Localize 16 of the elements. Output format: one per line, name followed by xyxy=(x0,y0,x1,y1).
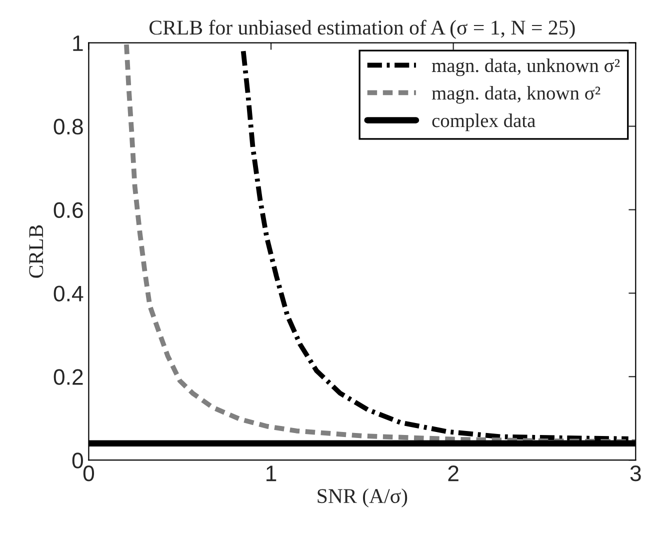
y-tick-label: 0.4 xyxy=(54,286,84,302)
chart-title: CRLB for unbiased estimation of A (σ = 1, N = 25) xyxy=(150,20,575,39)
x-tick-label: 1 xyxy=(266,466,276,482)
x-tick-label: 2 xyxy=(448,466,458,482)
legend-label: complex data xyxy=(432,114,536,132)
x-tick-label: 0 xyxy=(83,466,94,482)
legend-label: magn. data, unknown σ² xyxy=(432,58,620,76)
y-tick-label: 0 xyxy=(72,452,83,468)
x-axis-title: SNR (A/σ) xyxy=(318,488,408,508)
legend-label: magn. data, known σ² xyxy=(432,86,600,104)
y-tick-label: 0.8 xyxy=(54,118,83,135)
y-tick-label: 1 xyxy=(73,36,83,51)
y-tick-label: 0.2 xyxy=(54,369,83,385)
x-tick-label: 3 xyxy=(630,466,641,482)
y-tick-label: 0.6 xyxy=(54,202,83,218)
y-axis-title: CRLB xyxy=(29,225,44,278)
